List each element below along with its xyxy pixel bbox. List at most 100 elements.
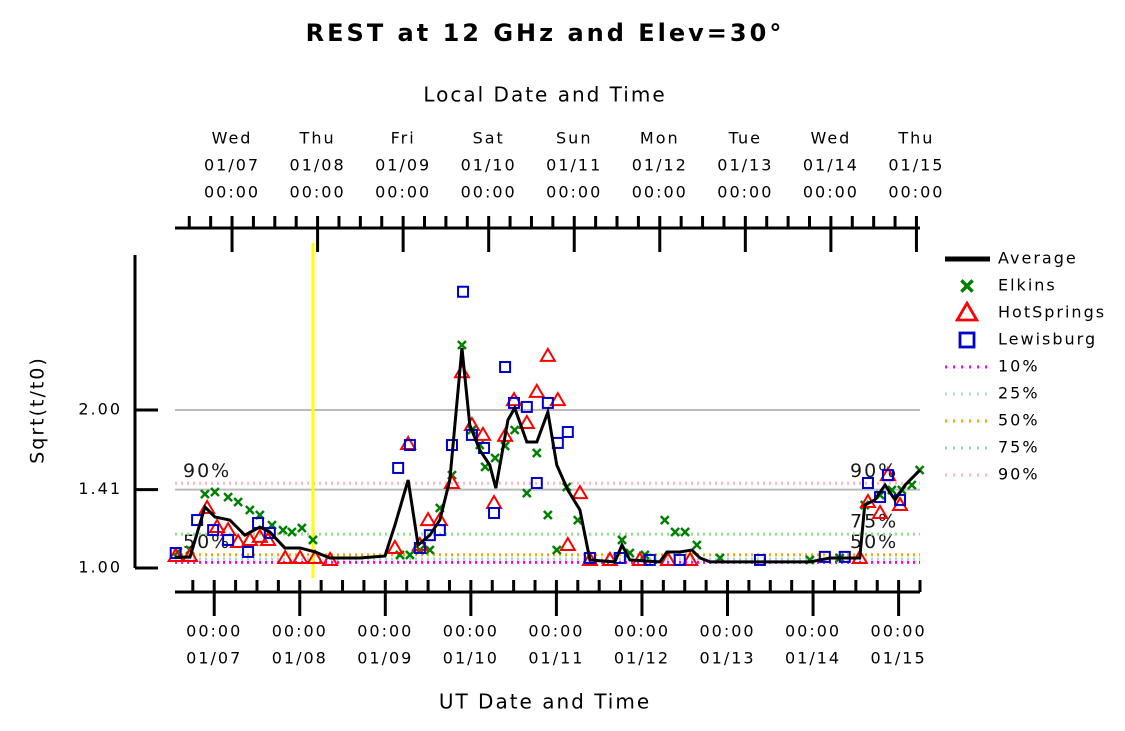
- x-tick-label: 00:00: [290, 183, 346, 202]
- x-tick-label: 00:00: [461, 183, 517, 202]
- x-tick-label: 00:00: [632, 183, 688, 202]
- hotsprings-marker: [386, 538, 404, 554]
- x-tick-label: 01/15: [888, 156, 944, 175]
- legend-label: 75%: [998, 438, 1040, 457]
- x-tick-label: Mon: [640, 129, 680, 148]
- elkins-marker: [210, 487, 220, 497]
- elkins-marker: [200, 489, 210, 499]
- x-tick-label: 00:00: [888, 183, 944, 202]
- legend-label: 50%: [998, 411, 1040, 430]
- hotsprings-marker: [505, 391, 523, 407]
- lewisburg-marker: [263, 526, 276, 539]
- lewisburg-marker: [222, 533, 235, 546]
- elkins-marker: [551, 545, 562, 555]
- x-tick-label: 01/12: [614, 649, 670, 668]
- x-tick-label: 01/11: [528, 649, 584, 668]
- legend-label: 25%: [998, 384, 1040, 403]
- hotsprings-marker: [485, 494, 503, 509]
- elkins-marker: [223, 492, 233, 502]
- elkins-marker: [617, 535, 627, 545]
- x-tick-label: 01/10: [443, 649, 499, 668]
- x-tick-label: Thu: [299, 129, 336, 148]
- chart-title: REST at 12 GHz and Elev=30°: [306, 19, 785, 47]
- x-tick-label: 00:00: [871, 622, 927, 641]
- x-tick-label: 01/08: [272, 649, 328, 668]
- threshold-label: 90%: [183, 460, 231, 482]
- x-tick-label: 01/09: [357, 649, 413, 668]
- elkins-marker: [960, 279, 974, 293]
- lewisburg-marker: [753, 553, 766, 566]
- y-tick-label: 1.41: [78, 479, 122, 498]
- lewisburg-marker: [488, 506, 501, 519]
- hotsprings-marker: [241, 530, 259, 546]
- x-tick-label: 01/15: [871, 649, 927, 668]
- x-tick-label: 01/13: [717, 156, 773, 175]
- x-tick-label: Fri: [391, 129, 416, 148]
- x-tick-label: 00:00: [272, 622, 328, 641]
- x-tick-label: Tue: [728, 129, 762, 148]
- lewisburg-marker: [207, 524, 220, 537]
- elkins-marker: [521, 488, 532, 498]
- y-axis-title: Sqrt(t/t0): [27, 356, 49, 464]
- threshold-label: 75%: [850, 511, 898, 533]
- lewisburg-marker: [242, 545, 255, 558]
- elkins-marker: [691, 540, 702, 550]
- hotsprings-marker: [306, 548, 324, 564]
- elkins-marker: [308, 535, 318, 545]
- x-tick-label: 01/10: [461, 156, 517, 175]
- lewisburg-marker: [392, 461, 405, 474]
- x-tick-label: Wed: [212, 129, 253, 148]
- lewisburg-marker: [881, 469, 894, 482]
- legend-label: Average: [998, 249, 1078, 268]
- x-tick-label: 01/11: [546, 156, 602, 175]
- x-axis-title: UT Date and Time: [439, 690, 651, 714]
- x-tick-label: 01/14: [803, 156, 859, 175]
- threshold-label: 90%: [850, 460, 898, 482]
- lewisburg-marker: [530, 476, 543, 489]
- hotsprings-marker: [181, 547, 199, 563]
- lewisburg-marker: [520, 400, 533, 413]
- hotsprings-marker: [539, 346, 557, 362]
- elkins-marker: [542, 510, 553, 520]
- hotsprings-marker: [559, 536, 577, 552]
- legend-label: HotSprings: [998, 303, 1106, 322]
- x-tick-label: 00:00: [717, 183, 773, 202]
- x-tick-label: 00:00: [443, 622, 499, 641]
- hotsprings-marker: [419, 511, 437, 527]
- elkins-marker: [424, 545, 435, 555]
- hotsprings-marker: [229, 532, 247, 548]
- x-tick-label: Thu: [897, 129, 934, 148]
- elkins-marker: [287, 527, 297, 537]
- hotsprings-marker: [291, 548, 309, 564]
- x-tick-label: 00:00: [614, 622, 670, 641]
- elkins-marker: [297, 523, 307, 533]
- hotsprings-marker: [571, 484, 589, 500]
- legend-label: 90%: [998, 465, 1040, 484]
- x2-axis-title: Local Date and Time: [423, 83, 666, 107]
- x-tick-label: 00:00: [375, 183, 431, 202]
- x-tick-label: 00:00: [546, 183, 602, 202]
- x-tick-label: 01/07: [204, 156, 260, 175]
- lewisburg-marker: [561, 425, 574, 438]
- x-tick-label: 01/14: [785, 649, 841, 668]
- elkins-marker: [509, 425, 520, 435]
- y-tick-label: 2.00: [78, 400, 122, 419]
- x-tick-label: Sat: [473, 129, 505, 148]
- lewisburg-marker: [457, 285, 470, 298]
- legend-label: Lewisburg: [998, 330, 1097, 349]
- x-tick-label: 01/08: [290, 156, 346, 175]
- x-tick-label: 00:00: [803, 183, 859, 202]
- elkins-marker: [490, 453, 500, 463]
- hotsprings-marker: [453, 363, 471, 379]
- x-tick-label: Wed: [810, 129, 851, 148]
- y-tick-label: 1.00: [78, 558, 122, 577]
- elkins-marker: [659, 515, 670, 525]
- x-tick-label: 01/07: [186, 649, 242, 668]
- hotsprings-marker: [528, 382, 546, 398]
- elkins-marker: [670, 527, 680, 537]
- x-tick-label: 01/13: [699, 649, 755, 668]
- average-line: [175, 347, 922, 564]
- elkins-marker: [233, 497, 243, 507]
